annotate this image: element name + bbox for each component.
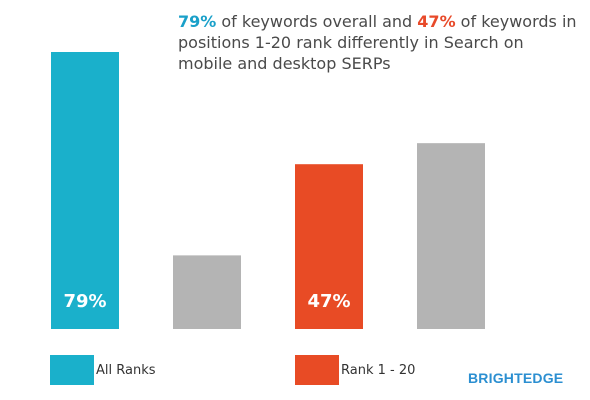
bar-1-value-label: 79% [63,291,106,312]
bar-1 [51,52,119,329]
headline-text-part-1: of keywords overall and [216,12,418,31]
headline-text-part-2: of keywords in positions 1-20 rank diffe… [178,12,577,73]
bar-3 [295,164,363,329]
bar-4 [417,143,485,329]
legend-label-all-ranks: All Ranks [96,363,156,378]
legend-swatch-all-ranks [50,355,94,385]
bar-3-value-label: 47% [307,291,350,312]
chart-title: 79% of keywords overall and 47% of keywo… [178,11,578,74]
bar-2 [173,255,241,329]
headline-percent-top20: 47% [417,12,456,31]
legend-swatch-rank-1-20 [295,355,339,385]
headline-percent-overall: 79% [178,12,217,31]
brightedge-logo: BRIGHTEDGE [468,370,564,386]
legend-label-rank-1-20: Rank 1 - 20 [341,363,416,378]
